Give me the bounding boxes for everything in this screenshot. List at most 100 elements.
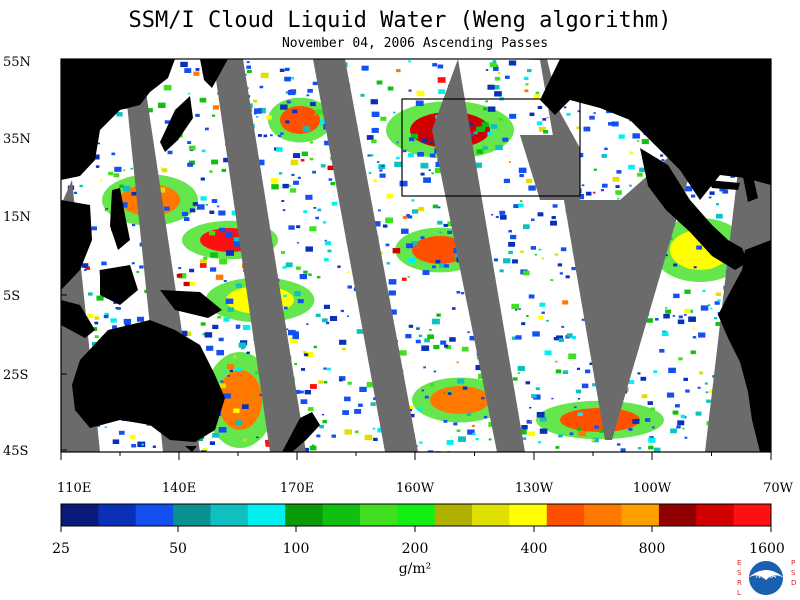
cloud-speck (408, 89, 412, 92)
cloud-speck (189, 208, 196, 213)
cloud-speck (79, 184, 83, 188)
cloud-speck (523, 76, 529, 81)
cloud-speck (672, 410, 679, 415)
cloud-speck (522, 437, 527, 440)
cloud-speck (95, 165, 100, 168)
cloud-speck (641, 139, 649, 145)
cloud-speck (431, 265, 436, 269)
cloud-speck (525, 83, 529, 86)
cloud-speck (199, 97, 207, 103)
swath-gap (520, 135, 580, 200)
cloud-speck (97, 142, 100, 145)
cloud-speck (249, 389, 253, 392)
cloud-speck (534, 253, 537, 256)
cloud-speck (700, 305, 709, 311)
cloud-speck (585, 191, 592, 196)
cloud-speck (677, 420, 685, 426)
cloud-speck (257, 134, 262, 137)
cloud-speck (231, 210, 239, 216)
cloud-speck (517, 365, 525, 371)
cloud-speck (504, 75, 510, 79)
cloud-speck (290, 76, 294, 80)
cloud-speck (666, 392, 675, 398)
cloud-speck (429, 328, 432, 331)
cloud-speck (438, 89, 445, 94)
cloud-speck (487, 131, 493, 136)
cloud-speck (439, 263, 446, 268)
cloud-speck (682, 427, 685, 430)
cloud-speck (651, 426, 655, 429)
cloud-speck (440, 340, 447, 345)
cloud-speck (591, 438, 595, 442)
cloud-speck (489, 62, 497, 68)
land-australia (72, 320, 225, 442)
cloud-speck (435, 259, 441, 264)
land-sumatra (61, 300, 95, 338)
cloud-speck (193, 71, 200, 76)
cloud-speck (699, 371, 704, 375)
cloud-speck (574, 406, 577, 409)
cloud-speck (575, 389, 582, 394)
cloud-speck (111, 152, 116, 156)
cloud-speck (538, 248, 542, 251)
cloud-speck (665, 309, 672, 314)
cloud-speck (238, 342, 247, 348)
cloud-speck (290, 89, 297, 94)
cloud-speck (92, 154, 100, 160)
cloud-speck (279, 68, 285, 72)
cloud-speck (284, 76, 291, 82)
cloud-speck (503, 258, 511, 264)
colorbar-swatch (173, 504, 211, 526)
cloud-speck (359, 386, 367, 392)
cloud-speck (665, 254, 668, 257)
cloud-speck (673, 263, 678, 267)
cloud-speck (157, 102, 166, 108)
cloud-speck (171, 202, 176, 206)
cloud-speck (594, 425, 599, 429)
cloud-speck (566, 333, 573, 338)
cloud-speck (235, 324, 241, 328)
cloud-speck (472, 432, 476, 436)
cloud-speck (373, 397, 378, 401)
cloud-speck (637, 372, 641, 375)
cloud-speck (392, 248, 401, 254)
cloud-speck (415, 339, 421, 344)
cloud-speck (499, 215, 507, 220)
cloud-speck (103, 314, 109, 319)
colorbar-swatch (61, 504, 99, 526)
cloud-speck (538, 126, 546, 132)
cloud-speck (422, 138, 428, 143)
cloud-speck (495, 215, 499, 219)
logo-left-letter: S (737, 569, 742, 577)
cloud-speck (130, 167, 133, 170)
cloud-speck (578, 430, 586, 437)
cloud-speck (473, 131, 478, 135)
cloud-speck (429, 153, 436, 158)
cloud-speck (253, 108, 262, 114)
cloud-speck (629, 151, 634, 155)
cloud-speck (219, 258, 228, 265)
cloud-speck (690, 194, 696, 198)
cloud-speck (344, 429, 352, 435)
cloud-speck (716, 213, 723, 219)
cloud-speck (661, 331, 669, 337)
cloud-speck (104, 426, 107, 428)
cloud-speck (482, 107, 488, 111)
cloud-speck (270, 178, 279, 184)
cloud-speck (485, 100, 488, 103)
cloud-speck (301, 151, 308, 157)
cloud-speck (160, 167, 163, 169)
cloud-speck (280, 132, 284, 135)
land-borneo (100, 265, 138, 305)
lon-label: 170E (280, 481, 314, 496)
cloud-speck (571, 336, 577, 340)
cloud-speck (229, 224, 232, 227)
cloud-speck (119, 202, 128, 208)
cloud-speck (565, 275, 570, 279)
cloud-speck (192, 202, 199, 206)
cloud-speck (200, 322, 206, 326)
cloud-speck (291, 173, 295, 177)
cloud-speck (219, 227, 226, 233)
cloud-speck (499, 269, 504, 273)
cloud-speck (554, 253, 559, 256)
